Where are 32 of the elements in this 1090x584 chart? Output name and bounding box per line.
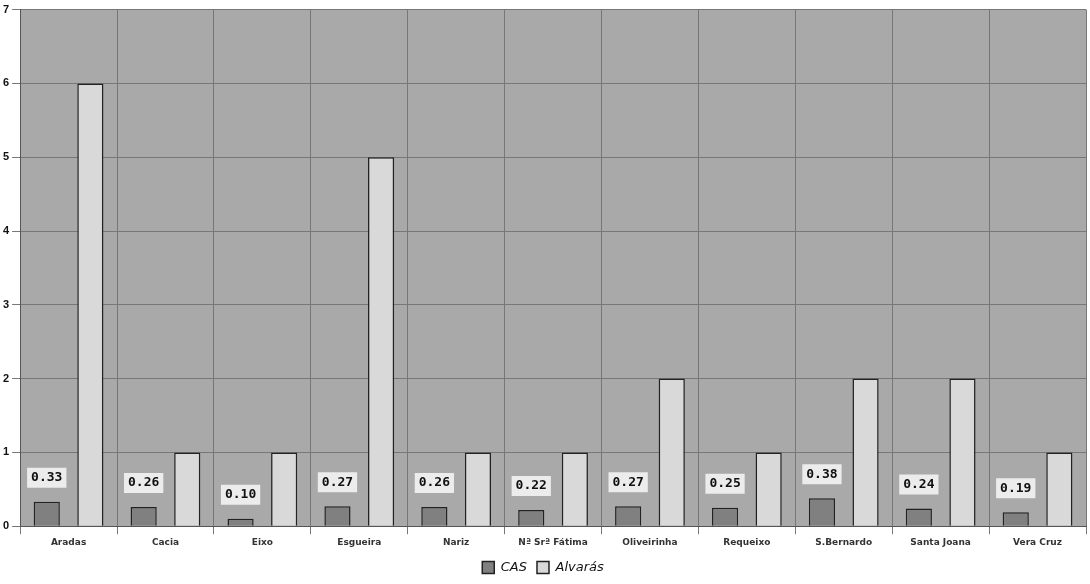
x-tick-label: S.Bernardo <box>815 536 873 547</box>
data-label: 0.25 <box>709 475 741 491</box>
y-tick-label: 4 <box>2 224 10 237</box>
y-tick-label: 5 <box>2 150 10 163</box>
y-tick-label: 2 <box>2 371 10 384</box>
legend-label: CAS <box>500 558 527 574</box>
data-label: 0.24 <box>903 475 935 491</box>
y-tick-label: 0 <box>2 519 10 532</box>
data-label: 0.22 <box>515 477 547 493</box>
x-tick-label: Eixo <box>251 536 273 547</box>
x-tick-label: Cacia <box>151 536 180 547</box>
data-label: 0.26 <box>418 474 451 490</box>
x-tick-label: Requeixo <box>723 536 771 547</box>
y-tick-label: 7 <box>2 2 10 15</box>
data-label: 0.38 <box>806 465 838 481</box>
x-tick-label: Esgueira <box>337 536 382 547</box>
y-tick-label: 3 <box>2 297 10 310</box>
x-tick-label: Santa Joana <box>910 536 971 547</box>
data-label: 0.26 <box>128 474 160 490</box>
x-tick-label: Aradas <box>50 536 87 547</box>
x-tick-label: Oliveirinha <box>622 536 678 547</box>
x-tick-label: Nariz <box>442 536 470 547</box>
data-label: 0.33 <box>31 469 63 485</box>
y-tick-label: 1 <box>2 445 10 458</box>
legend-label: Alvarás <box>554 558 604 574</box>
data-label: 0.19 <box>1000 479 1032 495</box>
y-tick-label: 6 <box>2 76 10 89</box>
x-tick-label: Nª Srª Fátima <box>518 536 588 547</box>
data-label: 0.10 <box>224 486 257 502</box>
x-tick-label: Vera Cruz <box>1013 536 1063 547</box>
data-label: 0.27 <box>321 473 354 489</box>
data-label: 0.27 <box>612 473 644 489</box>
